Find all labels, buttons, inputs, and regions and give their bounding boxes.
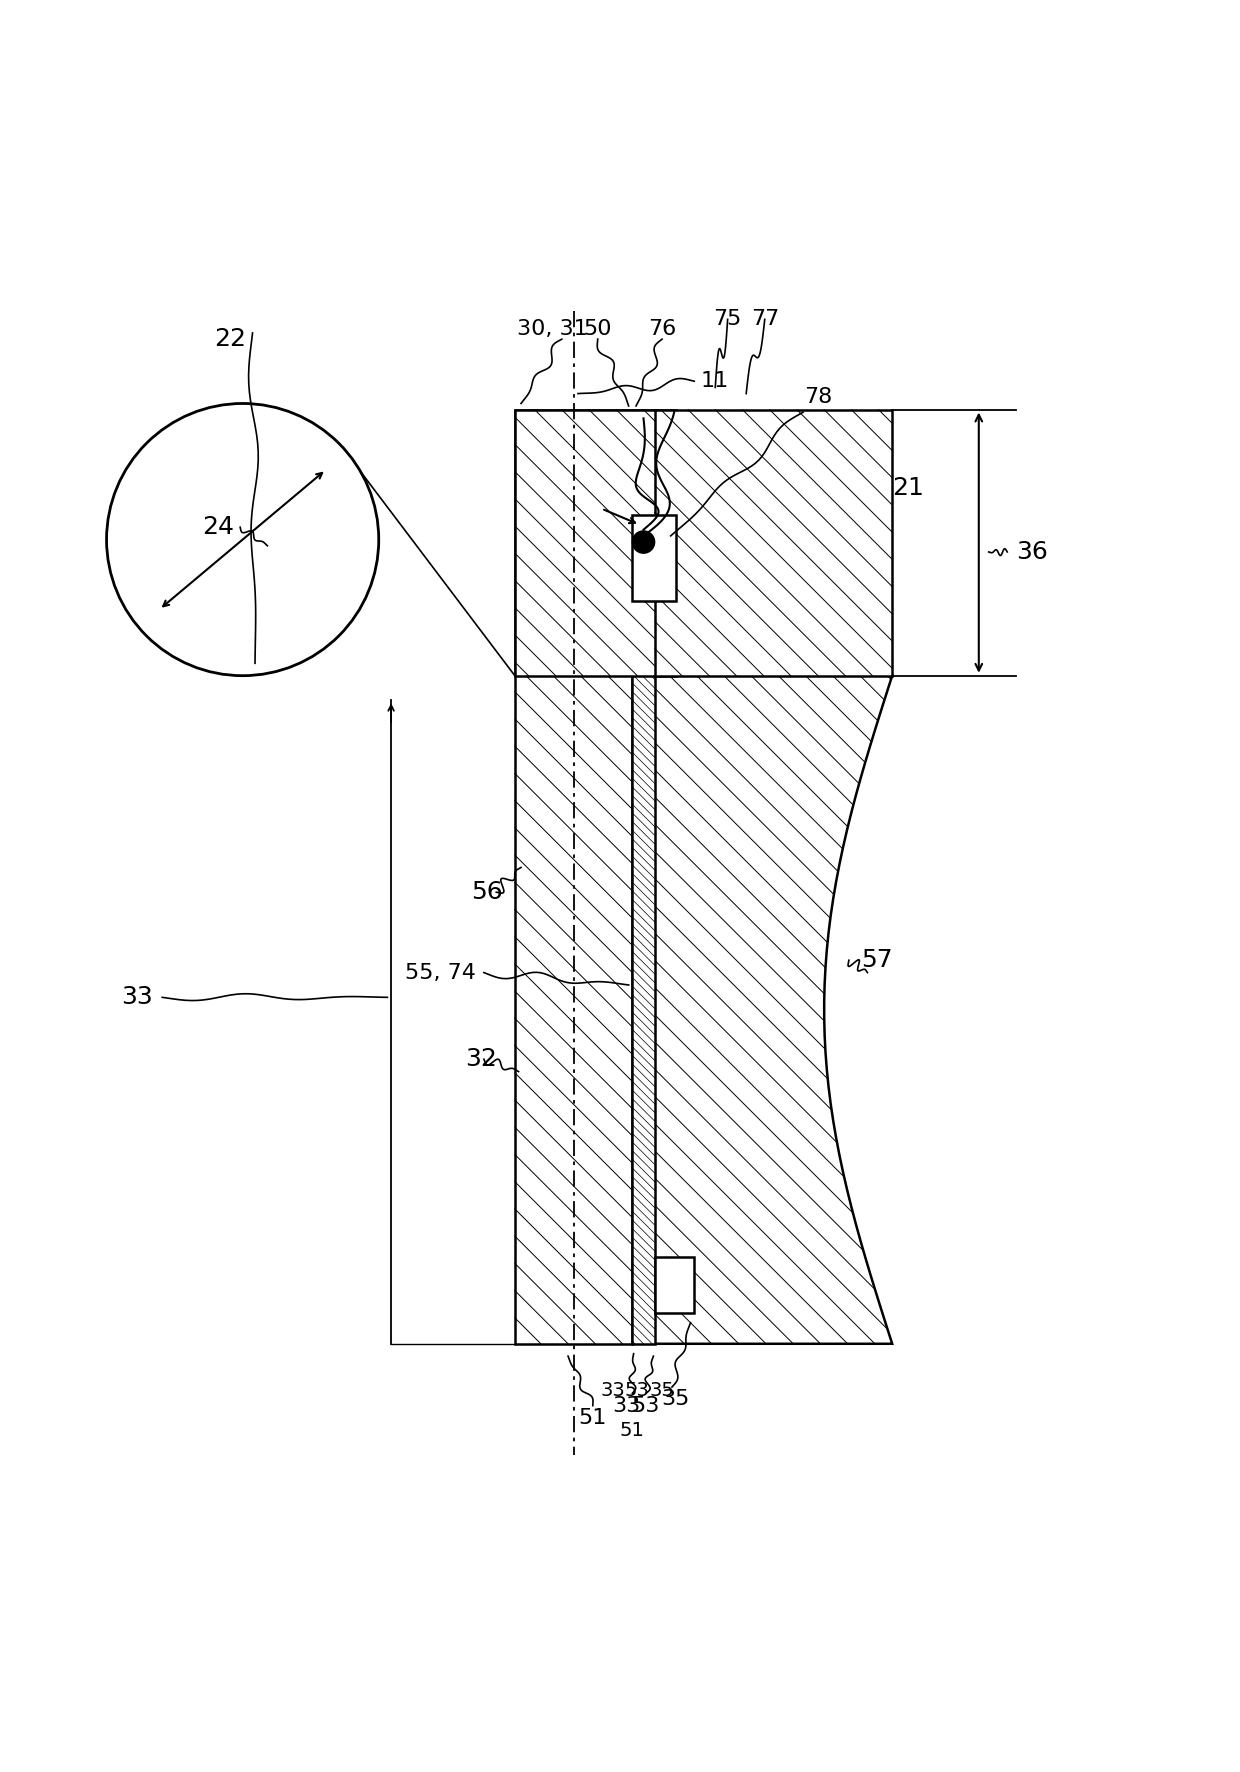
Polygon shape (655, 675, 893, 1343)
Text: 33: 33 (600, 1382, 625, 1400)
Bar (655, 1256, 694, 1313)
Bar (632, 409, 655, 1343)
Text: 32: 32 (465, 1047, 497, 1072)
Text: 33: 33 (122, 985, 154, 1010)
Text: 53: 53 (625, 1382, 650, 1400)
Text: 36: 36 (1016, 540, 1048, 563)
Text: 50: 50 (584, 319, 613, 338)
Text: 77: 77 (750, 310, 779, 330)
Text: 33: 33 (613, 1396, 640, 1416)
Circle shape (107, 404, 378, 675)
Text: 51: 51 (620, 1421, 645, 1441)
Text: 57: 57 (862, 948, 893, 973)
Circle shape (632, 532, 655, 553)
Text: 11: 11 (701, 370, 729, 392)
Text: 51: 51 (579, 1409, 606, 1428)
Text: 76: 76 (649, 319, 676, 338)
Bar (655, 409, 893, 675)
Text: 55, 74: 55, 74 (405, 962, 476, 983)
Bar (515, 409, 676, 675)
Text: 22: 22 (215, 328, 247, 351)
Text: 53: 53 (632, 1396, 660, 1416)
Text: 35: 35 (650, 1382, 675, 1400)
Text: 35: 35 (661, 1389, 689, 1409)
Text: 24: 24 (202, 516, 234, 539)
Text: 75: 75 (713, 310, 742, 330)
Bar (632, 516, 676, 601)
Text: 30, 31: 30, 31 (517, 319, 588, 338)
Bar (515, 409, 632, 1343)
Text: 21: 21 (893, 475, 924, 500)
Text: 78: 78 (804, 388, 832, 408)
Text: 56: 56 (471, 881, 503, 904)
